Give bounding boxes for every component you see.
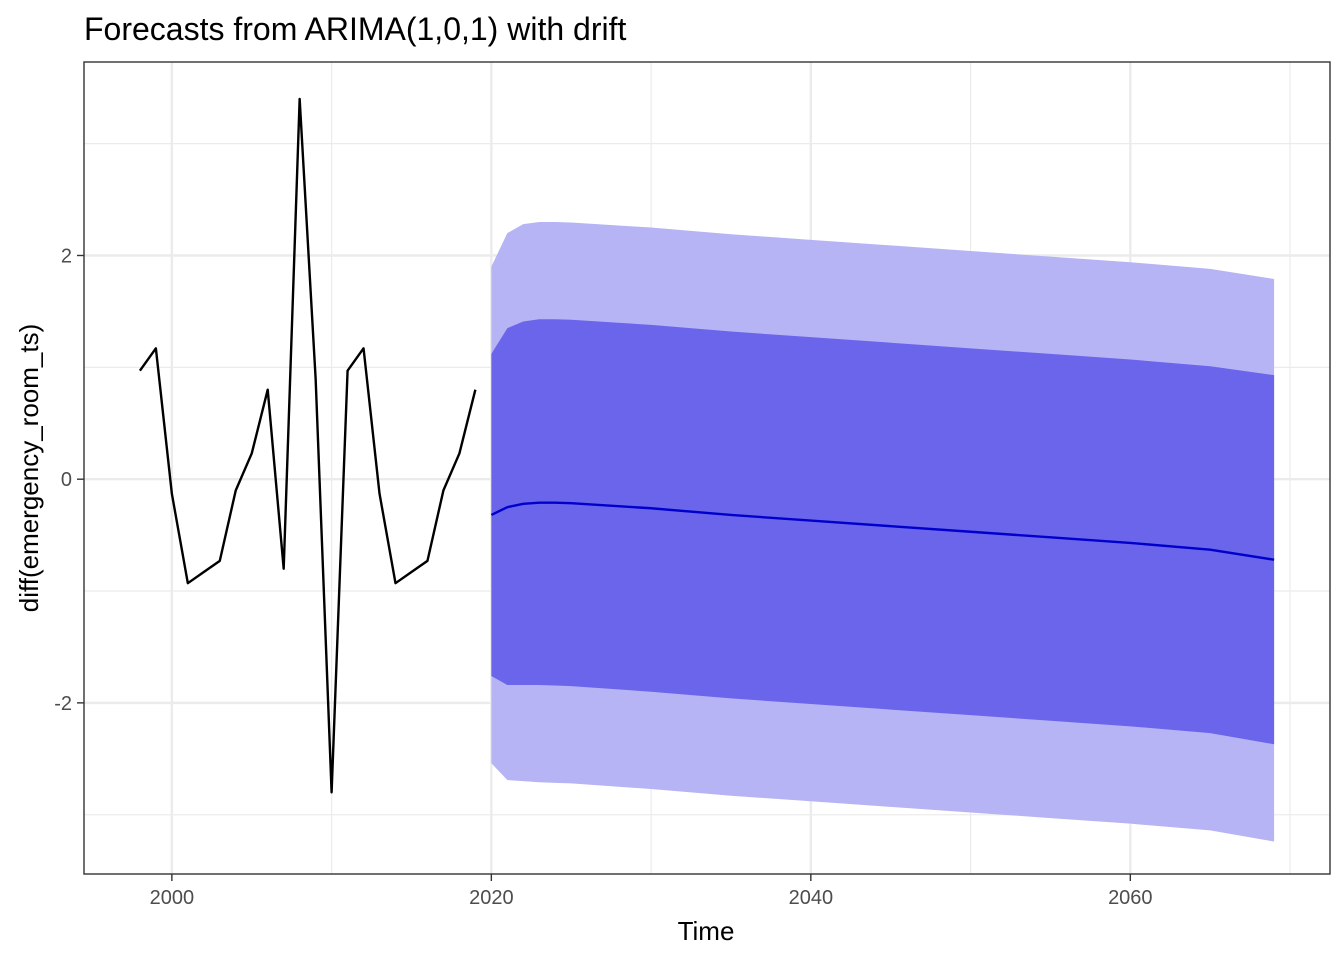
x-tick-label: 2000	[150, 887, 195, 909]
band-80	[491, 319, 1275, 745]
y-tick-label: 2	[61, 245, 72, 267]
y-tick-label: -2	[54, 693, 72, 715]
x-axis-title: Time	[678, 916, 735, 946]
y-tick-label: 0	[61, 469, 72, 491]
x-tick-label: 2040	[789, 887, 834, 909]
history-line	[138, 97, 477, 794]
y-axis-title: diff(emergency_room_ts)	[14, 324, 44, 613]
x-tick-label: 2060	[1108, 887, 1153, 909]
forecast-line	[490, 501, 1275, 561]
chart-title: Forecasts from ARIMA(1,0,1) with drift	[84, 11, 626, 47]
panel-border	[83, 61, 1331, 875]
x-tick-label: 2020	[469, 887, 514, 909]
plot-panel: 2000 2020 2040 2060 -2 0 2	[54, 61, 1331, 909]
